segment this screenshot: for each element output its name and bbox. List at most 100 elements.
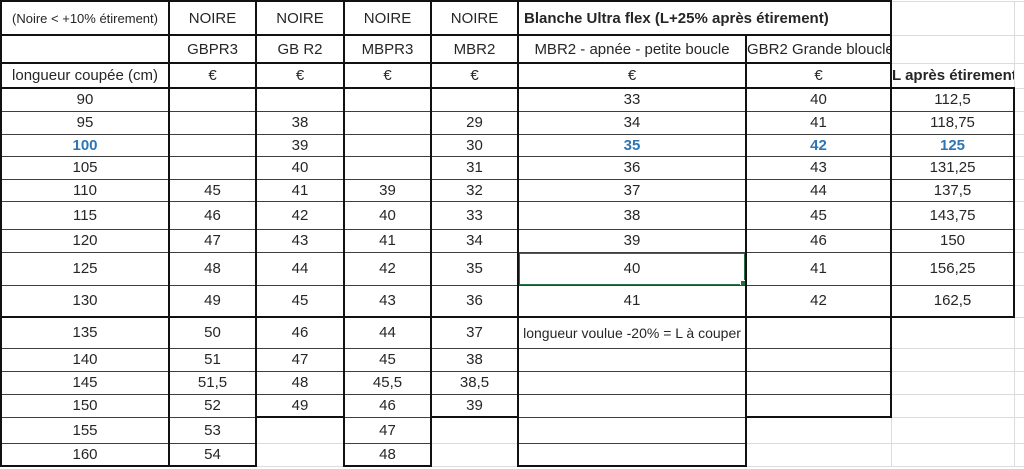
table-cell-highlighted[interactable]: 42 (745, 133, 893, 157)
table-cell[interactable] (1013, 133, 1024, 157)
table-cell[interactable] (1013, 347, 1024, 372)
table-cell[interactable]: 40 (343, 200, 432, 230)
table-cell[interactable] (1013, 62, 1024, 89)
column-header-noire[interactable]: NOIRE (430, 0, 519, 36)
length-cell[interactable]: 115 (0, 200, 170, 230)
table-cell[interactable]: 38,5 (430, 370, 519, 395)
table-cell[interactable] (1013, 370, 1024, 395)
column-header-mbpr3[interactable]: MBPR3 (343, 34, 432, 64)
table-cell[interactable]: 44 (343, 316, 432, 349)
length-cell-highlighted[interactable]: 100 (0, 133, 170, 157)
length-cell[interactable]: 140 (0, 347, 170, 372)
length-cell[interactable]: 135 (0, 316, 170, 349)
table-cell[interactable] (1013, 228, 1024, 253)
length-cell[interactable]: 145 (0, 370, 170, 395)
table-cell[interactable]: 33 (430, 200, 519, 230)
table-cell[interactable] (890, 316, 1015, 349)
table-cell[interactable] (1013, 155, 1024, 180)
table-cell[interactable] (0, 34, 170, 64)
length-cell[interactable]: 155 (0, 416, 170, 444)
table-cell[interactable] (430, 87, 519, 112)
table-cell[interactable] (255, 416, 345, 444)
table-cell[interactable]: 41 (343, 228, 432, 253)
table-cell[interactable] (890, 370, 1015, 395)
table-cell[interactable]: 39 (343, 178, 432, 202)
table-cell[interactable] (745, 370, 893, 395)
table-cell[interactable] (1013, 178, 1024, 202)
table-cell[interactable]: 112,5 (890, 87, 1016, 112)
table-cell[interactable]: 33 (517, 87, 747, 112)
table-cell[interactable]: 118,75 (890, 110, 1016, 135)
table-cell[interactable] (255, 87, 345, 112)
table-cell[interactable]: 41 (745, 110, 893, 135)
table-cell[interactable]: 37 (517, 178, 747, 202)
table-cell[interactable]: 46 (343, 393, 432, 418)
table-cell[interactable] (1013, 393, 1024, 418)
table-cell[interactable] (517, 393, 747, 418)
euro-header[interactable]: € (168, 62, 257, 89)
table-cell[interactable] (1013, 34, 1024, 64)
table-cell[interactable]: 39 (255, 133, 345, 157)
column-header-l-apres-etirement[interactable]: L après étirement (890, 62, 1015, 89)
table-cell[interactable]: 41 (255, 178, 345, 202)
euro-header[interactable]: € (343, 62, 432, 89)
table-cell[interactable] (1013, 87, 1024, 112)
table-cell[interactable]: 45,5 (343, 370, 432, 395)
table-cell[interactable]: 44 (255, 251, 345, 286)
table-cell[interactable] (430, 442, 519, 467)
column-header-noire[interactable]: NOIRE (343, 0, 432, 36)
table-cell[interactable]: 41 (517, 284, 747, 318)
table-cell[interactable]: 150 (890, 228, 1016, 253)
table-cell[interactable] (1013, 0, 1024, 36)
column-header-gbr2-grande[interactable]: GBR2 Grande bloucle (745, 34, 893, 64)
table-cell[interactable]: 42 (255, 200, 345, 230)
column-header-mbr2[interactable]: MBR2 (430, 34, 519, 64)
table-cell[interactable]: 156,25 (890, 251, 1016, 286)
table-cell-highlighted[interactable]: 35 (517, 133, 747, 157)
table-cell[interactable] (890, 416, 1015, 444)
table-cell[interactable] (745, 416, 892, 444)
table-cell[interactable]: 48 (343, 442, 432, 467)
table-cell[interactable]: 137,5 (890, 178, 1016, 202)
table-cell[interactable] (255, 442, 345, 467)
table-cell[interactable] (745, 316, 893, 349)
column-header-gbr2[interactable]: GB R2 (255, 34, 345, 64)
table-cell[interactable] (343, 110, 432, 135)
table-cell[interactable]: 43 (745, 155, 893, 180)
table-cell[interactable]: 34 (517, 110, 747, 135)
length-cell[interactable]: 130 (0, 284, 170, 318)
table-cell[interactable]: 48 (168, 251, 257, 286)
table-cell[interactable] (890, 34, 1015, 64)
table-cell[interactable]: 52 (168, 393, 257, 418)
length-cell[interactable]: 160 (0, 442, 170, 467)
table-cell[interactable] (1013, 442, 1024, 467)
table-cell[interactable]: 43 (255, 228, 345, 253)
table-cell[interactable]: 49 (255, 393, 345, 418)
table-cell[interactable]: 36 (517, 155, 747, 180)
length-cell[interactable]: 150 (0, 393, 170, 418)
table-cell[interactable]: 46 (255, 316, 345, 349)
table-cell[interactable] (1013, 416, 1024, 444)
table-cell[interactable] (343, 155, 432, 180)
column-header-gbpr3[interactable]: GBPR3 (168, 34, 257, 64)
table-cell-highlighted[interactable]: 125 (890, 133, 1016, 157)
table-cell[interactable]: 143,75 (890, 200, 1016, 230)
table-cell[interactable] (517, 416, 747, 444)
table-cell[interactable] (890, 442, 1015, 467)
table-cell[interactable]: 50 (168, 316, 257, 349)
table-cell[interactable]: 162,5 (890, 284, 1016, 318)
table-cell[interactable]: 45 (343, 347, 432, 372)
table-cell[interactable] (517, 347, 747, 372)
table-cell[interactable]: 38 (430, 347, 519, 372)
table-cell[interactable] (517, 370, 747, 395)
table-cell[interactable]: 41 (745, 251, 893, 286)
table-cell[interactable]: 38 (255, 110, 345, 135)
header-blanche-ultra-flex[interactable]: Blanche Ultra flex (L+25% après étiremen… (517, 0, 893, 36)
length-cell[interactable]: 120 (0, 228, 170, 253)
table-cell[interactable] (1013, 284, 1024, 318)
table-cell[interactable]: 47 (168, 228, 257, 253)
table-cell[interactable]: 46 (168, 200, 257, 230)
table-cell[interactable] (890, 347, 1015, 372)
row-header-longueur-coupee[interactable]: longueur coupée (cm) (0, 62, 170, 89)
table-cell[interactable]: 32 (430, 178, 519, 202)
